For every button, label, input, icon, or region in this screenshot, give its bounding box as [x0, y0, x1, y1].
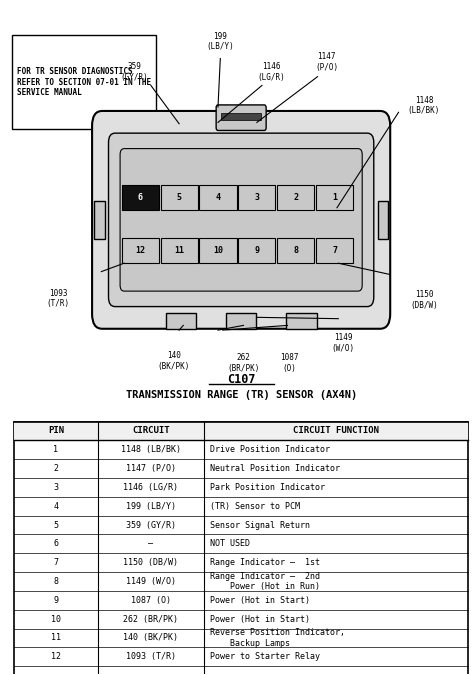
Text: 1087
(O): 1087 (O)	[281, 353, 299, 373]
Text: 262
(BR/PK): 262 (BR/PK)	[227, 353, 260, 373]
FancyBboxPatch shape	[12, 35, 155, 129]
Bar	[316, 238, 353, 263]
Bar	[238, 185, 275, 210]
Text: 4: 4	[54, 502, 58, 511]
Bar	[200, 185, 237, 210]
Text: 1146 (LG/R): 1146 (LG/R)	[123, 483, 178, 492]
Text: 1087 (O): 1087 (O)	[131, 596, 171, 605]
Text: 262 (BR/PK): 262 (BR/PK)	[123, 615, 178, 624]
Text: Neutral Position Indicator: Neutral Position Indicator	[210, 464, 340, 473]
Text: 1147
(P/O): 1147 (P/O)	[315, 52, 338, 72]
Text: Range Indicator –  1st: Range Indicator – 1st	[210, 558, 319, 567]
Text: (TR) Sensor to PCM: (TR) Sensor to PCM	[210, 502, 300, 511]
Text: Power (Hot in Start): Power (Hot in Start)	[210, 615, 310, 624]
Text: 1093
(T/R): 1093 (T/R)	[47, 289, 70, 308]
Text: 359
(GY/R): 359 (GY/R)	[121, 62, 148, 82]
Bar	[14, 421, 468, 440]
Bar	[166, 313, 196, 329]
Text: 140
(BK/PK): 140 (BK/PK)	[158, 351, 190, 371]
Text: PIN: PIN	[48, 427, 64, 435]
Bar	[161, 238, 198, 263]
Text: Reverse Position Indicator,
    Backup Lamps: Reverse Position Indicator, Backup Lamps	[210, 628, 345, 648]
Text: 11: 11	[174, 246, 184, 255]
Bar	[161, 185, 198, 210]
Text: CIRCUIT: CIRCUIT	[132, 427, 170, 435]
Text: 1093 (T/R): 1093 (T/R)	[126, 652, 176, 662]
Bar	[122, 185, 159, 210]
Bar	[122, 238, 159, 263]
Text: 12: 12	[135, 246, 145, 255]
Text: Power to Starter Relay: Power to Starter Relay	[210, 652, 319, 662]
Text: TRANSMISSION RANGE (TR) SENSOR (AX4N): TRANSMISSION RANGE (TR) SENSOR (AX4N)	[126, 389, 357, 400]
Text: 12: 12	[51, 652, 61, 662]
Text: CIRCUIT FUNCTION: CIRCUIT FUNCTION	[293, 427, 379, 435]
Text: C107: C107	[227, 373, 255, 386]
Text: 11: 11	[51, 633, 61, 643]
Bar	[14, 421, 468, 675]
Bar	[378, 201, 388, 239]
Text: 199 (LB/Y): 199 (LB/Y)	[126, 502, 176, 511]
Text: 2: 2	[54, 464, 58, 473]
Text: 7: 7	[54, 558, 58, 567]
Text: 5: 5	[54, 520, 58, 530]
Bar	[286, 313, 317, 329]
Text: NOT USED: NOT USED	[210, 539, 250, 548]
Text: Power (Hot in Start): Power (Hot in Start)	[210, 596, 310, 605]
Text: 3: 3	[54, 483, 58, 492]
Bar	[200, 238, 237, 263]
Bar	[316, 185, 353, 210]
Text: Drive Position Indicator: Drive Position Indicator	[210, 446, 329, 454]
Text: 9: 9	[54, 596, 58, 605]
Text: 10: 10	[213, 246, 223, 255]
Text: 199
(LB/Y): 199 (LB/Y)	[207, 32, 234, 51]
Bar	[277, 238, 314, 263]
Text: 1146
(LG/R): 1146 (LG/R)	[257, 62, 285, 82]
Bar	[226, 313, 256, 329]
Text: 1149
(W/O): 1149 (W/O)	[331, 333, 355, 352]
Text: 140 (BK/PK): 140 (BK/PK)	[123, 633, 178, 643]
Text: Park Position Indicator: Park Position Indicator	[210, 483, 325, 492]
Text: 1148
(LB/BK): 1148 (LB/BK)	[408, 96, 440, 115]
Text: 1150 (DB/W): 1150 (DB/W)	[123, 558, 178, 567]
Text: 1150
(DB/W): 1150 (DB/W)	[410, 290, 438, 310]
Text: 3: 3	[255, 193, 259, 202]
Text: Range Indicator –  2nd
    Power (Hot in Run): Range Indicator – 2nd Power (Hot in Run)	[210, 572, 319, 591]
Text: 9: 9	[255, 246, 259, 255]
FancyBboxPatch shape	[120, 148, 362, 291]
FancyBboxPatch shape	[109, 133, 374, 306]
Bar	[94, 201, 105, 239]
Text: FOR TR SENSOR DIAGNOSTICS
REFER TO SECTION 07-01 IN THE
SERVICE MANUAL: FOR TR SENSOR DIAGNOSTICS REFER TO SECTI…	[17, 67, 151, 97]
Text: Sensor Signal Return: Sensor Signal Return	[210, 520, 310, 530]
Text: 8: 8	[54, 577, 58, 586]
Bar	[238, 238, 275, 263]
Text: 1148 (LB/BK): 1148 (LB/BK)	[121, 446, 181, 454]
FancyBboxPatch shape	[216, 105, 266, 130]
Text: 2: 2	[293, 193, 298, 202]
Text: 5: 5	[177, 193, 182, 202]
Bar	[221, 113, 261, 120]
Text: 4: 4	[216, 193, 220, 202]
Text: –: –	[148, 539, 154, 548]
Text: 8: 8	[293, 246, 298, 255]
Text: 359 (GY/R): 359 (GY/R)	[126, 520, 176, 530]
FancyBboxPatch shape	[92, 111, 390, 329]
Text: 1: 1	[332, 193, 337, 202]
Text: 6: 6	[54, 539, 58, 548]
Text: 6: 6	[138, 193, 143, 202]
Text: 1149 (W/O): 1149 (W/O)	[126, 577, 176, 586]
Text: 1: 1	[54, 446, 58, 454]
Text: 1147 (P/O): 1147 (P/O)	[126, 464, 176, 473]
Text: 7: 7	[332, 246, 337, 255]
Text: 10: 10	[51, 615, 61, 624]
Bar	[277, 185, 314, 210]
